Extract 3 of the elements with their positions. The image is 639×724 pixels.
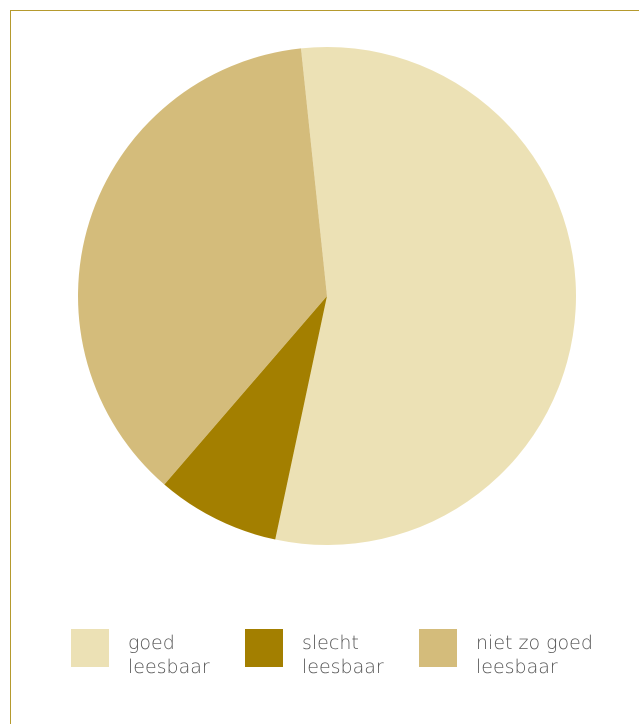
legend-label: slecht leesbaar [302, 631, 385, 679]
legend-label: niet zo goed leesbaar [476, 631, 594, 679]
legend-label: goed leesbaar [128, 631, 211, 679]
